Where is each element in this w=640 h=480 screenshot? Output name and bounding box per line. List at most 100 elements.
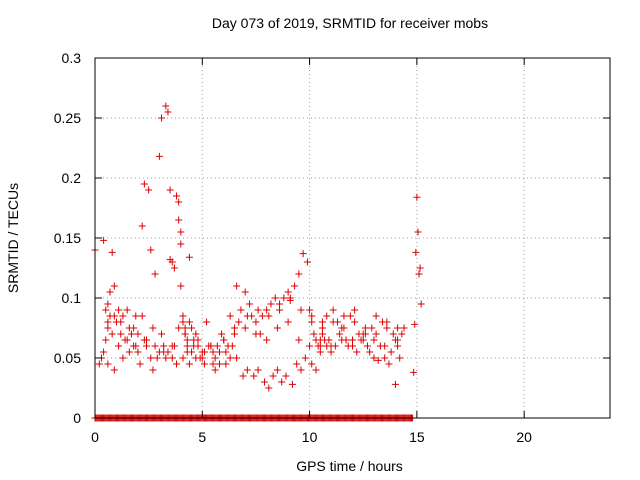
data-point (143, 342, 150, 350)
data-point (168, 342, 176, 350)
data-point (327, 342, 335, 350)
data-point (192, 330, 200, 338)
data-point (391, 380, 399, 388)
data-point (151, 270, 159, 278)
data-point (241, 288, 249, 296)
data-point (383, 318, 391, 326)
y-tick-label: 0.25 (54, 110, 81, 126)
data-point (252, 330, 260, 338)
data-point (349, 342, 356, 350)
data-point (104, 360, 112, 368)
data-point (215, 348, 223, 356)
data-point (140, 180, 148, 188)
data-point (411, 320, 419, 328)
data-point (104, 300, 112, 308)
data-point (381, 354, 389, 362)
data-point (207, 342, 215, 350)
data-point (252, 318, 260, 326)
data-point (329, 318, 337, 326)
data-point (173, 360, 181, 368)
x-tick-label: 5 (198, 429, 206, 445)
y-tick-label: 0.05 (54, 350, 81, 366)
data-point (389, 330, 397, 338)
data-point (295, 336, 303, 344)
data-point (149, 366, 157, 374)
data-point (293, 360, 301, 368)
data-point (273, 366, 281, 374)
data-point (127, 330, 135, 338)
data-point (254, 366, 262, 374)
data-point (209, 360, 217, 368)
data-point (325, 336, 333, 344)
data-point (147, 246, 155, 254)
data-point (415, 270, 423, 278)
data-point (261, 378, 269, 386)
data-point (190, 342, 198, 350)
data-point (211, 354, 219, 362)
data-point (263, 336, 271, 344)
data-point (179, 354, 187, 362)
data-point (228, 342, 236, 350)
data-point (299, 250, 307, 258)
data-point (108, 330, 116, 338)
data-point (115, 306, 123, 314)
data-point (198, 354, 206, 362)
data-point (303, 258, 311, 266)
data-point (194, 336, 202, 344)
data-point (175, 216, 183, 224)
data-point (119, 354, 127, 362)
data-point (306, 342, 314, 350)
chart-title: Day 073 of 2019, SRMTID for receiver mob… (211, 15, 489, 31)
y-tick-label: 0 (73, 410, 81, 426)
data-point (361, 324, 369, 332)
data-point (134, 348, 142, 356)
data-point (246, 300, 253, 308)
data-point (168, 258, 176, 266)
data-point (250, 372, 258, 380)
data-point (417, 300, 425, 308)
data-point (295, 270, 303, 278)
data-point (136, 360, 144, 368)
data-point (155, 152, 163, 160)
data-point (385, 360, 393, 368)
data-point (288, 380, 296, 388)
data-point (233, 354, 241, 362)
data-point (308, 360, 316, 368)
data-point (173, 192, 181, 200)
data-point (177, 282, 185, 290)
data-point (265, 384, 273, 392)
data-point (387, 348, 395, 356)
data-point (102, 336, 110, 344)
data-point (149, 324, 157, 332)
data-point (306, 306, 314, 314)
data-point (318, 324, 326, 332)
data-point (104, 324, 112, 332)
data-point (353, 348, 361, 356)
data-point (110, 282, 118, 290)
plot-frame (94, 57, 611, 419)
data-point (147, 354, 155, 362)
data-point (104, 318, 112, 326)
data-point (383, 324, 391, 332)
data-point (108, 248, 116, 256)
data-point (366, 348, 374, 356)
data-point (372, 330, 380, 338)
data-point (357, 336, 365, 344)
data-point (183, 342, 191, 350)
data-point (297, 366, 305, 374)
data-point (188, 324, 196, 332)
data-point (155, 348, 163, 356)
data-point (181, 324, 189, 332)
data-point (349, 336, 356, 344)
data-point (117, 318, 125, 326)
y-tick-label: 0.1 (62, 290, 82, 306)
data-point (185, 360, 193, 368)
data-point (203, 318, 211, 326)
data-point (158, 114, 166, 122)
data-point (351, 318, 359, 326)
data-point (308, 318, 316, 326)
data-point (185, 253, 193, 261)
data-point (312, 366, 320, 374)
data-point (218, 330, 226, 338)
